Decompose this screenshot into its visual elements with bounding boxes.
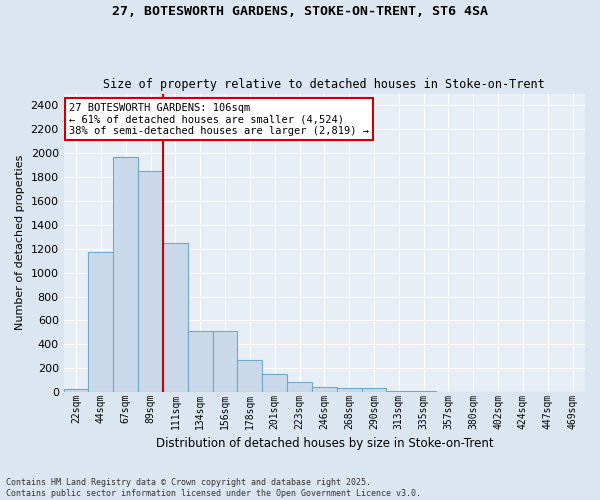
Bar — [238, 360, 262, 392]
Bar — [362, 388, 386, 392]
Bar — [386, 391, 411, 392]
Y-axis label: Number of detached properties: Number of detached properties — [15, 155, 25, 330]
Bar — [163, 243, 188, 392]
Bar — [212, 330, 238, 392]
Bar — [312, 388, 337, 392]
Bar — [287, 382, 312, 392]
Bar — [188, 330, 212, 392]
Title: Size of property relative to detached houses in Stoke-on-Trent: Size of property relative to detached ho… — [103, 78, 545, 91]
Bar — [113, 157, 138, 392]
Bar — [337, 388, 362, 392]
Bar — [88, 252, 113, 392]
Bar — [64, 390, 88, 392]
Bar — [138, 171, 163, 392]
X-axis label: Distribution of detached houses by size in Stoke-on-Trent: Distribution of detached houses by size … — [155, 437, 493, 450]
Text: Contains HM Land Registry data © Crown copyright and database right 2025.
Contai: Contains HM Land Registry data © Crown c… — [6, 478, 421, 498]
Bar — [262, 374, 287, 392]
Text: 27 BOTESWORTH GARDENS: 106sqm
← 61% of detached houses are smaller (4,524)
38% o: 27 BOTESWORTH GARDENS: 106sqm ← 61% of d… — [69, 102, 369, 136]
Text: 27, BOTESWORTH GARDENS, STOKE-ON-TRENT, ST6 4SA: 27, BOTESWORTH GARDENS, STOKE-ON-TRENT, … — [112, 5, 488, 18]
